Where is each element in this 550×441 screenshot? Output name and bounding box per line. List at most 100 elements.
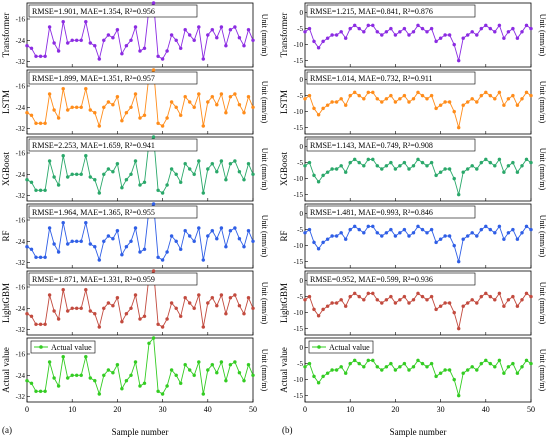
data-point	[389, 294, 393, 299]
data-point	[124, 110, 129, 115]
data-point	[160, 392, 165, 396]
y-axis-model-label: Actual value	[279, 347, 289, 393]
data-point	[215, 370, 219, 375]
data-point	[70, 105, 74, 110]
data-point	[178, 247, 183, 252]
y-tick-label: -5	[297, 92, 303, 100]
right-axis-label: Unit (mm/m)	[260, 215, 269, 258]
data-point	[529, 26, 533, 31]
data-point	[511, 361, 515, 366]
plot-frame	[26, 69, 254, 135]
metrics-box	[28, 205, 198, 219]
plot-frame	[304, 270, 532, 336]
data-point	[456, 393, 461, 398]
x-tick-label: 10	[68, 405, 76, 414]
data-point	[237, 35, 242, 40]
data-point	[106, 234, 111, 238]
metrics-box	[306, 138, 476, 152]
data-point	[129, 38, 133, 43]
data-point	[38, 389, 43, 394]
data-point	[384, 231, 389, 235]
subplot-actual-value: -16 -24 -32 0 10 20 30 40 50 Actual value Actual v…	[1, 336, 269, 414]
data-point	[407, 234, 411, 238]
data-point	[233, 226, 237, 230]
x-tick-label: 40	[482, 405, 490, 414]
data-point	[484, 291, 488, 296]
data-point	[407, 301, 411, 305]
y-tick-label: -10	[294, 175, 304, 183]
data-point	[183, 228, 187, 233]
data-point	[398, 30, 402, 34]
data-point	[429, 361, 434, 366]
data-point	[102, 172, 106, 177]
data-point	[228, 27, 233, 32]
data-point	[443, 234, 447, 238]
data-point	[357, 160, 361, 165]
data-point	[115, 94, 120, 99]
data-point	[174, 172, 178, 177]
data-point	[384, 298, 389, 302]
data-point	[465, 100, 470, 104]
data-point	[156, 188, 160, 193]
y-axis-model-label: RF	[1, 230, 11, 241]
metrics-text: RMSE=0.952, MAE=0.599, R²=0.936	[310, 275, 433, 284]
data-point	[187, 368, 192, 372]
data-point	[393, 100, 398, 104]
data-point	[201, 124, 206, 128]
data-point	[129, 239, 133, 244]
data-point	[29, 46, 34, 51]
data-point	[330, 33, 334, 37]
data-point	[88, 309, 93, 313]
data-point	[84, 86, 88, 91]
data-point	[456, 58, 461, 63]
data-point	[111, 35, 115, 40]
metric-mae: MAE=1.354,	[80, 7, 124, 16]
data-point	[475, 100, 479, 104]
data-point	[389, 227, 393, 232]
data-point	[515, 103, 520, 107]
data-point	[402, 294, 407, 299]
subplot-lstm: 0 -5 -10 -15 RMSE=1.014, MAE=0.732, R²=0.911…	[279, 69, 547, 135]
data-point	[488, 93, 493, 98]
data-point	[303, 231, 307, 235]
data-point	[502, 103, 506, 107]
panel-label: (a)	[2, 425, 12, 435]
data-point	[343, 36, 348, 40]
data-point	[215, 303, 219, 308]
data-point	[56, 317, 61, 321]
plot-frame	[304, 69, 532, 135]
data-point	[111, 236, 115, 241]
data-point	[74, 239, 79, 244]
data-point	[192, 105, 196, 110]
metrics-box	[28, 71, 198, 85]
data-point	[511, 227, 515, 232]
subplot-transformer: -16 -24 -32 RMSE=1.901, MAE=1.354, R²=0.956…	[1, 1, 269, 68]
y-tick-label: -16	[16, 83, 26, 91]
metric-r2: R²=0.876	[403, 7, 433, 16]
data-point	[242, 177, 246, 182]
metrics-box	[28, 4, 198, 18]
metrics-text: RMSE=1.899, MAE=1.351, R²=0.957	[32, 74, 155, 83]
data-point	[93, 110, 97, 115]
y-tick-label: -5	[297, 226, 303, 234]
data-point	[151, 1, 156, 5]
data-point	[93, 378, 97, 383]
metrics-box	[306, 205, 476, 219]
data-point	[411, 30, 416, 34]
data-point	[61, 153, 65, 158]
metrics-text: RMSE=1.014, MAE=0.732, R²=0.911	[310, 74, 433, 83]
data-point	[201, 325, 206, 329]
y-tick-label: -32	[16, 58, 26, 66]
data-point	[147, 341, 151, 346]
data-point	[219, 293, 224, 297]
data-point	[219, 226, 224, 230]
y-axis-model-label: XGBoost	[279, 152, 289, 187]
data-point	[366, 358, 371, 363]
y-tick-label: 0	[300, 277, 304, 285]
data-point	[334, 368, 339, 372]
data-point	[79, 38, 83, 43]
data-point	[321, 240, 325, 245]
data-point	[407, 368, 411, 372]
data-point	[174, 38, 178, 43]
data-point	[475, 301, 479, 305]
